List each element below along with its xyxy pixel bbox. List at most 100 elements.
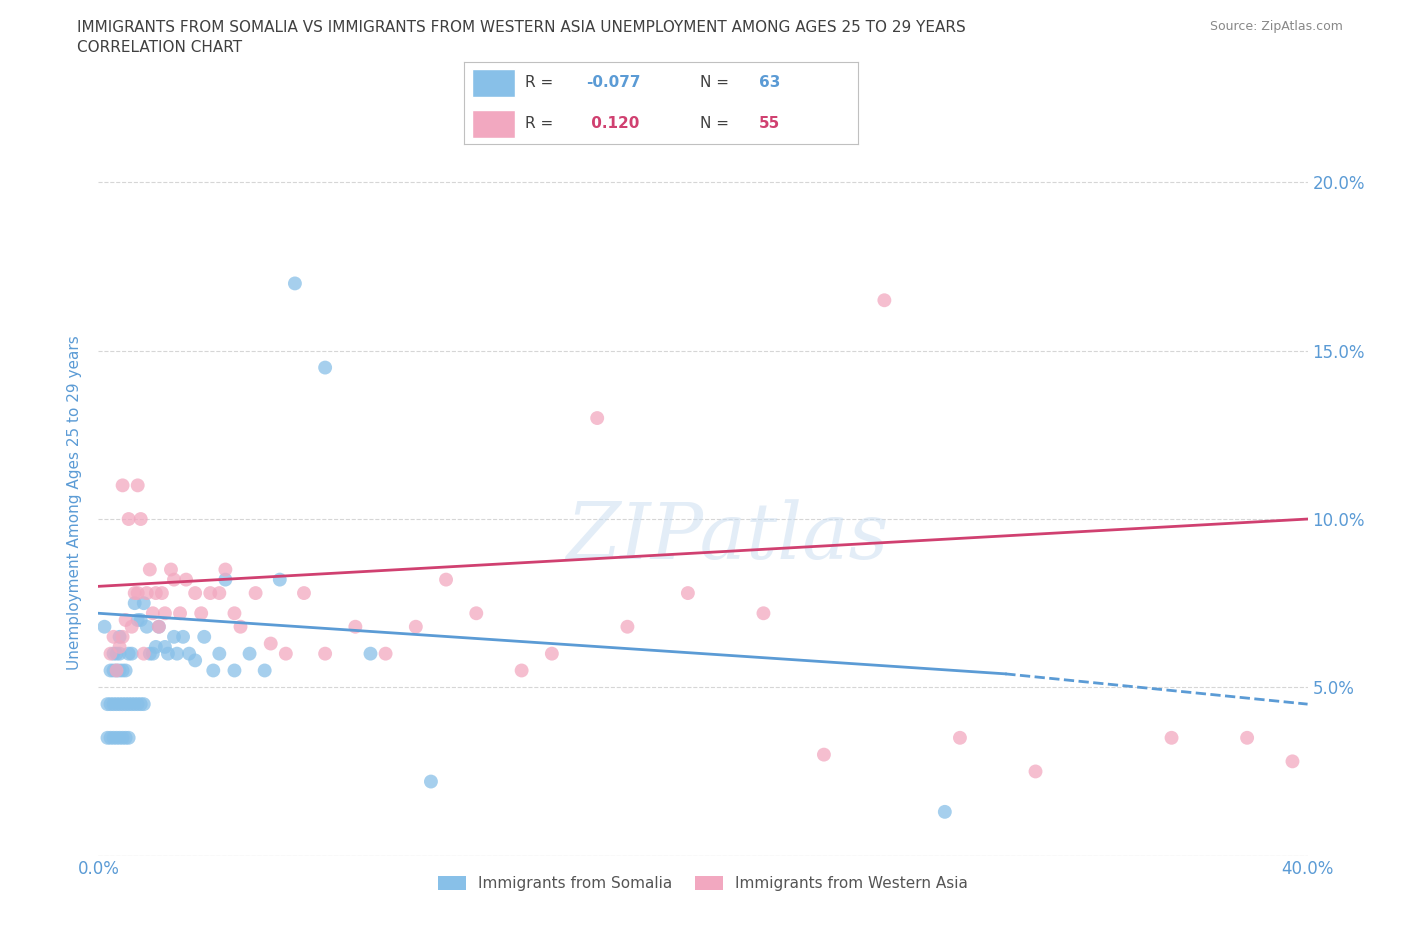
Point — [245, 586, 267, 601]
Point — [193, 630, 215, 644]
Point — [142, 646, 165, 661]
Point — [103, 730, 125, 745]
Text: R =: R = — [524, 116, 558, 131]
Point — [274, 646, 297, 661]
Point — [108, 630, 131, 644]
Point — [156, 646, 179, 661]
Point — [132, 697, 155, 711]
Point — [344, 619, 367, 634]
Point — [108, 730, 131, 745]
Point — [132, 596, 155, 611]
Point — [105, 730, 128, 745]
Point — [284, 276, 307, 291]
Point — [420, 774, 443, 789]
Point — [139, 646, 162, 661]
Point — [135, 619, 157, 634]
Point — [145, 586, 167, 601]
Text: N =: N = — [700, 116, 734, 131]
Point — [434, 572, 457, 587]
Point — [139, 562, 162, 577]
Point — [118, 730, 141, 745]
Point — [949, 730, 972, 745]
Point — [200, 586, 222, 601]
Y-axis label: Unemployment Among Ages 25 to 29 years: Unemployment Among Ages 25 to 29 years — [67, 335, 83, 670]
Point — [208, 646, 231, 661]
Point — [132, 646, 155, 661]
Point — [148, 619, 170, 634]
Point — [813, 747, 835, 762]
Point — [260, 636, 283, 651]
Point — [184, 586, 207, 601]
Point — [465, 605, 488, 620]
Point — [224, 605, 246, 620]
Point — [103, 630, 125, 644]
Point — [108, 663, 131, 678]
Point — [174, 572, 197, 587]
Legend: Immigrants from Somalia, Immigrants from Western Asia: Immigrants from Somalia, Immigrants from… — [432, 870, 974, 897]
Point — [111, 478, 134, 493]
Point — [105, 697, 128, 711]
Point — [105, 663, 128, 678]
Point — [135, 586, 157, 601]
Point — [153, 605, 176, 620]
Point — [676, 586, 699, 601]
Point — [208, 586, 231, 601]
Point — [229, 619, 252, 634]
Point — [100, 646, 122, 661]
Point — [108, 646, 131, 661]
Point — [934, 804, 956, 819]
Text: Source: ZipAtlas.com: Source: ZipAtlas.com — [1209, 20, 1343, 33]
Point — [127, 586, 149, 601]
Point — [124, 596, 146, 611]
Point — [314, 360, 336, 375]
Point — [1024, 764, 1046, 779]
Point — [752, 605, 775, 620]
Point — [224, 663, 246, 678]
Point — [124, 586, 146, 601]
Point — [148, 619, 170, 634]
Point — [118, 697, 141, 711]
Point — [103, 697, 125, 711]
Point — [127, 613, 149, 628]
Point — [1236, 730, 1258, 745]
Point — [111, 630, 134, 644]
Point — [108, 697, 131, 711]
Point — [163, 572, 186, 587]
Point — [103, 663, 125, 678]
Point — [93, 619, 115, 634]
Point — [510, 663, 533, 678]
Text: 55: 55 — [759, 116, 780, 131]
Point — [105, 646, 128, 661]
Point — [184, 653, 207, 668]
Point — [121, 646, 143, 661]
Point — [540, 646, 562, 661]
Point — [1281, 754, 1303, 769]
Point — [616, 619, 638, 634]
FancyBboxPatch shape — [472, 69, 515, 97]
Point — [118, 646, 141, 661]
Point — [129, 613, 152, 628]
Point — [111, 697, 134, 711]
Point — [214, 572, 236, 587]
Point — [127, 478, 149, 493]
Point — [129, 512, 152, 526]
Point — [153, 640, 176, 655]
Point — [586, 411, 609, 426]
Point — [166, 646, 188, 661]
Point — [129, 697, 152, 711]
Point — [145, 640, 167, 655]
Point — [253, 663, 276, 678]
Point — [172, 630, 194, 644]
Point — [405, 619, 427, 634]
Point — [142, 605, 165, 620]
Point — [114, 663, 136, 678]
Text: R =: R = — [524, 75, 558, 90]
Point — [96, 730, 118, 745]
Point — [150, 586, 173, 601]
Point — [118, 512, 141, 526]
Point — [111, 730, 134, 745]
Point — [100, 697, 122, 711]
Text: -0.077: -0.077 — [586, 75, 641, 90]
Point — [214, 562, 236, 577]
Text: IMMIGRANTS FROM SOMALIA VS IMMIGRANTS FROM WESTERN ASIA UNEMPLOYMENT AMONG AGES : IMMIGRANTS FROM SOMALIA VS IMMIGRANTS FR… — [77, 20, 966, 35]
